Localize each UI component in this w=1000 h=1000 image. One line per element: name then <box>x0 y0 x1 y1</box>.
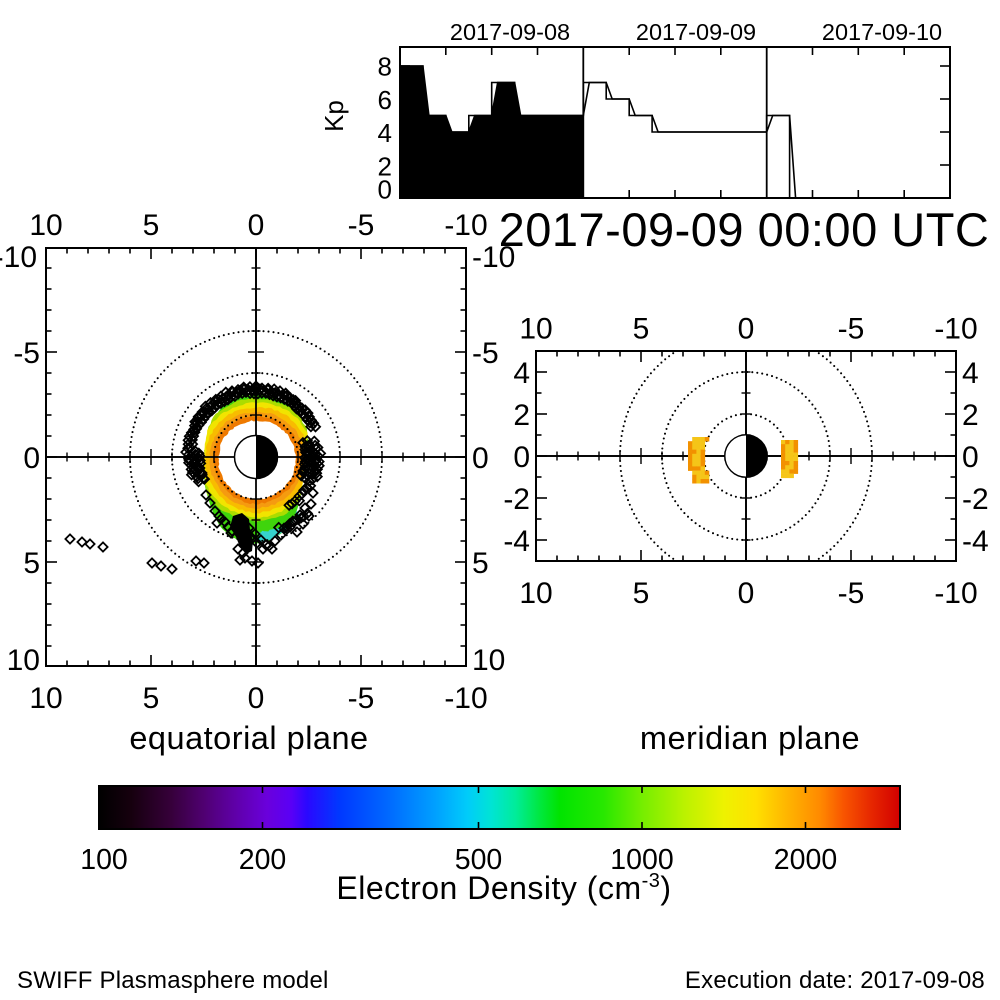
svg-text:0: 0 <box>378 175 392 205</box>
svg-text:10: 10 <box>29 209 62 242</box>
svg-text:-2: -2 <box>962 483 989 516</box>
svg-text:8: 8 <box>378 52 392 82</box>
svg-text:10: 10 <box>472 644 505 677</box>
svg-text:-10: -10 <box>472 241 515 274</box>
svg-text:-5: -5 <box>838 577 865 610</box>
svg-text:2: 2 <box>513 399 530 432</box>
svg-text:0: 0 <box>248 209 265 242</box>
svg-text:0: 0 <box>513 441 530 474</box>
svg-text:10: 10 <box>29 682 62 715</box>
svg-text:-2: -2 <box>503 483 530 516</box>
svg-text:-10: -10 <box>444 682 487 715</box>
svg-text:5: 5 <box>143 682 160 715</box>
svg-text:4: 4 <box>378 118 392 148</box>
svg-text:2017-09-10: 2017-09-10 <box>822 19 942 45</box>
svg-text:100: 100 <box>80 844 128 876</box>
svg-text:1000: 1000 <box>610 844 673 876</box>
svg-text:5: 5 <box>633 313 650 346</box>
svg-text:5: 5 <box>633 577 650 610</box>
svg-text:-4: -4 <box>503 525 530 558</box>
svg-text:-10: -10 <box>934 577 977 610</box>
svg-text:10: 10 <box>519 577 552 610</box>
svg-text:4: 4 <box>513 357 530 390</box>
svg-text:0: 0 <box>248 682 265 715</box>
svg-text:-5: -5 <box>13 337 40 370</box>
svg-text:6: 6 <box>378 85 392 115</box>
svg-text:2017-09-08: 2017-09-08 <box>450 19 570 45</box>
svg-text:2000: 2000 <box>774 844 837 876</box>
svg-text:0: 0 <box>472 442 489 475</box>
svg-text:-10: -10 <box>934 313 977 346</box>
svg-text:-5: -5 <box>348 682 375 715</box>
svg-text:2: 2 <box>378 152 392 182</box>
svg-text:-5: -5 <box>838 313 865 346</box>
svg-text:Execution date: 2017-09-08: Execution date: 2017-09-08 <box>685 967 985 994</box>
svg-text:4: 4 <box>962 357 979 390</box>
svg-text:-5: -5 <box>348 209 375 242</box>
svg-text:0: 0 <box>738 313 755 346</box>
svg-text:10: 10 <box>519 313 552 346</box>
svg-text:2: 2 <box>962 399 979 432</box>
svg-text:5: 5 <box>472 547 489 580</box>
svg-text:Electron Density (cm-3): Electron Density (cm-3) <box>336 870 671 906</box>
svg-text:200: 200 <box>239 844 287 876</box>
svg-text:500: 500 <box>455 844 503 876</box>
svg-text:equatorial plane: equatorial plane <box>129 720 368 756</box>
svg-text:5: 5 <box>143 209 160 242</box>
svg-text:0: 0 <box>962 441 979 474</box>
svg-text:10: 10 <box>7 644 40 677</box>
svg-text:-5: -5 <box>472 337 499 370</box>
svg-text:Kp: Kp <box>319 100 349 132</box>
svg-text:2017-09-09 00:00 UTC: 2017-09-09 00:00 UTC <box>499 203 990 256</box>
svg-text:0: 0 <box>738 577 755 610</box>
svg-text:-10: -10 <box>444 209 487 242</box>
svg-text:meridian plane: meridian plane <box>640 720 860 756</box>
svg-text:0: 0 <box>23 442 40 475</box>
svg-text:2017-09-09: 2017-09-09 <box>636 19 756 45</box>
svg-text:-10: -10 <box>0 241 37 274</box>
svg-text:SWIFF Plasmasphere model: SWIFF Plasmasphere model <box>17 967 329 994</box>
svg-text:5: 5 <box>23 547 40 580</box>
svg-text:-4: -4 <box>962 525 989 558</box>
